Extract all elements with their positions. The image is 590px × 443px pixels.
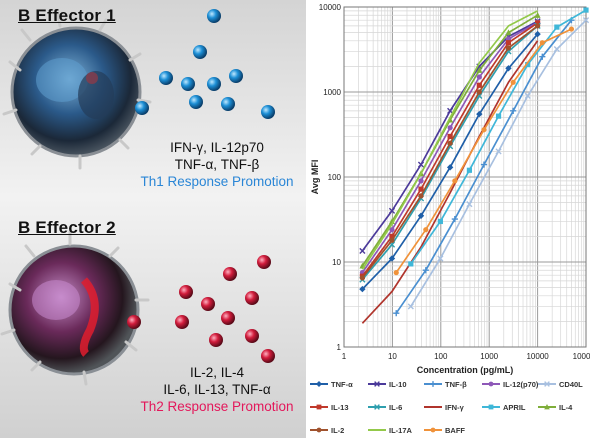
effector1-line1: IFN-γ, IL-12p70: [128, 139, 306, 156]
x-tick-label: 1000: [480, 352, 498, 361]
illustration-panel: B Effector 1 IFN-γ, IL-12p70 TNF-α, TNF-…: [0, 0, 306, 438]
legend-label: BAFF: [445, 426, 465, 435]
data-point: [448, 125, 453, 130]
effector1-title: B Effector 1: [18, 6, 116, 26]
th2-cytokine-beads: [127, 255, 275, 363]
x-tick-label: 1: [342, 352, 347, 361]
legend-label: TNF-β: [445, 380, 467, 389]
legend-marker: [316, 381, 322, 387]
effector1-promotion: Th1 Response Promotion: [128, 173, 306, 190]
y-tick-label: 10: [332, 258, 341, 267]
y-tick-label: 1: [337, 343, 342, 352]
y-tick-label: 1000: [323, 88, 341, 97]
legend-label: APRIL: [503, 403, 526, 412]
data-point: [477, 74, 482, 79]
effector1-line2: TNF-α, TNF-β: [128, 156, 306, 173]
legend-marker: [489, 405, 494, 410]
mfi-chart: 1 10 100 1000 10000 100000 1 10 100 1000 10000 Conc…: [306, 0, 590, 438]
y-axis-label: Avg MFI: [310, 160, 320, 195]
legend-marker: [431, 428, 436, 433]
legend-label: IL-4: [559, 403, 573, 412]
data-point: [360, 275, 365, 280]
data-point: [408, 261, 413, 266]
data-point: [394, 270, 399, 275]
y-tick-label: 100: [328, 173, 342, 182]
effector2-line2: IL-6, IL-13, TNF-α: [128, 381, 306, 398]
data-point: [418, 178, 423, 183]
data-point: [496, 114, 501, 119]
x-axis-label: Concentration (pg/mL): [417, 365, 514, 375]
legend-label: IL-6: [389, 403, 402, 412]
x-tick-label: 100000: [573, 352, 590, 361]
data-point: [540, 40, 545, 45]
y-tick-label: 10000: [319, 3, 342, 12]
data-point: [423, 227, 428, 232]
legend-label: TNF-α: [331, 380, 353, 389]
legend-label: CD40L: [559, 380, 583, 389]
x-tick-label: 100: [434, 352, 448, 361]
data-point: [554, 25, 559, 30]
data-point: [481, 127, 486, 132]
data-point: [448, 141, 453, 146]
legend-marker: [317, 428, 322, 433]
data-point: [452, 178, 457, 183]
effector2-line1: IL-2, IL-4: [128, 364, 306, 381]
th1-cytokine-beads: [135, 9, 275, 119]
x-tick-label: 10000: [526, 352, 549, 361]
effector2-title: B Effector 2: [18, 218, 116, 238]
legend-marker: [489, 382, 494, 387]
legend-label: IL-13: [331, 403, 349, 412]
data-point: [477, 89, 482, 94]
data-point: [511, 80, 516, 85]
x-tick-label: 10: [388, 352, 397, 361]
legend-label: IL-2: [331, 426, 344, 435]
legend-label: IFN-γ: [445, 403, 465, 412]
data-point: [569, 26, 574, 31]
legend-label: IL-12(p70): [503, 380, 539, 389]
data-point: [418, 193, 423, 198]
effector2-promotion: Th2 Response Promotion: [128, 398, 306, 415]
legend-marker: [430, 381, 436, 387]
data-point: [438, 219, 443, 224]
data-point: [583, 7, 588, 12]
legend-label: IL-10: [389, 380, 407, 389]
data-point: [506, 40, 511, 45]
data-point: [535, 23, 540, 28]
effector1-cytokines: IFN-γ, IL-12p70 TNF-α, TNF-β Th1 Respons…: [128, 139, 306, 190]
legend-label: IL-17A: [389, 426, 413, 435]
chart-panel: 1 10 100 1000 10000 100000 1 10 100 1000 10000 Conc…: [306, 0, 590, 438]
effector2-cell: [2, 232, 148, 384]
legend-marker: [317, 405, 322, 410]
data-point: [477, 83, 482, 88]
effector2-cytokines: IL-2, IL-4 IL-6, IL-13, TNF-α Th2 Respon…: [128, 364, 306, 415]
data-point: [389, 238, 394, 243]
data-point: [467, 168, 472, 173]
data-point: [506, 45, 511, 50]
